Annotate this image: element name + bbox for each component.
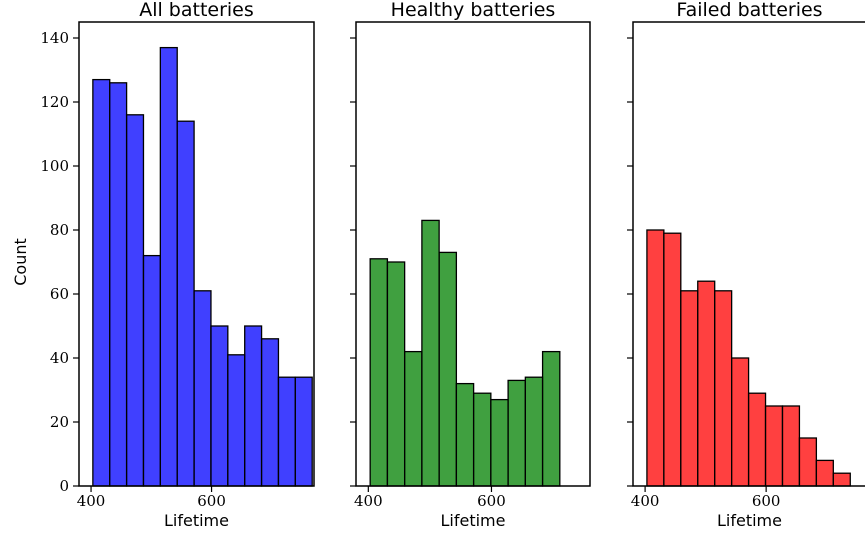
x-tick-label: 600 <box>477 492 506 510</box>
y-tick-label: 60 <box>50 285 69 303</box>
bar <box>764 405 784 487</box>
bar <box>455 382 475 487</box>
bar <box>227 354 246 487</box>
bar <box>490 398 509 487</box>
y-axis-label: Count <box>11 238 30 286</box>
bar <box>421 219 440 487</box>
y-tick-label: 0 <box>59 477 69 495</box>
plot-frame <box>632 21 865 487</box>
bar <box>747 392 767 487</box>
x-axis-label: Lifetime <box>164 511 229 530</box>
bar <box>798 437 818 487</box>
bar <box>386 261 406 487</box>
x-tick-label: 400 <box>354 492 383 510</box>
bar <box>472 392 492 487</box>
bar <box>730 357 750 487</box>
bar <box>714 290 733 487</box>
bar <box>244 325 263 487</box>
bar <box>403 350 423 487</box>
bar <box>176 120 195 487</box>
panel-title: All batteries <box>139 0 254 21</box>
bar <box>210 325 229 487</box>
panel-title: Healthy batteries <box>391 0 556 21</box>
bar <box>369 258 389 487</box>
bar <box>815 459 834 487</box>
plot-frame <box>78 21 315 487</box>
panel-title: Failed batteries <box>676 0 822 21</box>
bar <box>697 280 716 487</box>
bar <box>92 78 111 487</box>
x-axis-label: Lifetime <box>441 511 506 530</box>
bar <box>646 229 665 487</box>
x-tick-label: 400 <box>77 492 106 510</box>
x-axis-label: Lifetime <box>717 511 782 530</box>
plot-frame <box>355 21 591 487</box>
y-tick-label: 80 <box>50 221 69 239</box>
bar <box>294 376 313 487</box>
y-tick-label: 20 <box>50 413 69 431</box>
bar <box>109 82 128 487</box>
bar <box>438 251 458 487</box>
bar <box>541 350 561 487</box>
bar <box>663 232 682 487</box>
bar <box>125 114 145 487</box>
y-tick-label: 120 <box>40 93 69 111</box>
y-tick-label: 100 <box>40 157 69 175</box>
bar <box>159 46 178 487</box>
bar <box>277 376 296 487</box>
x-tick-label: 600 <box>752 492 781 510</box>
bar <box>680 290 699 487</box>
bar <box>832 472 851 487</box>
y-tick-label: 140 <box>40 29 69 47</box>
bar <box>193 290 212 487</box>
bar <box>260 338 280 487</box>
bar <box>781 405 801 487</box>
bar <box>142 254 161 487</box>
bar <box>524 376 544 487</box>
bar <box>507 379 526 487</box>
x-tick-label: 600 <box>197 492 226 510</box>
y-tick-label: 40 <box>50 349 69 367</box>
x-tick-label: 400 <box>631 492 660 510</box>
